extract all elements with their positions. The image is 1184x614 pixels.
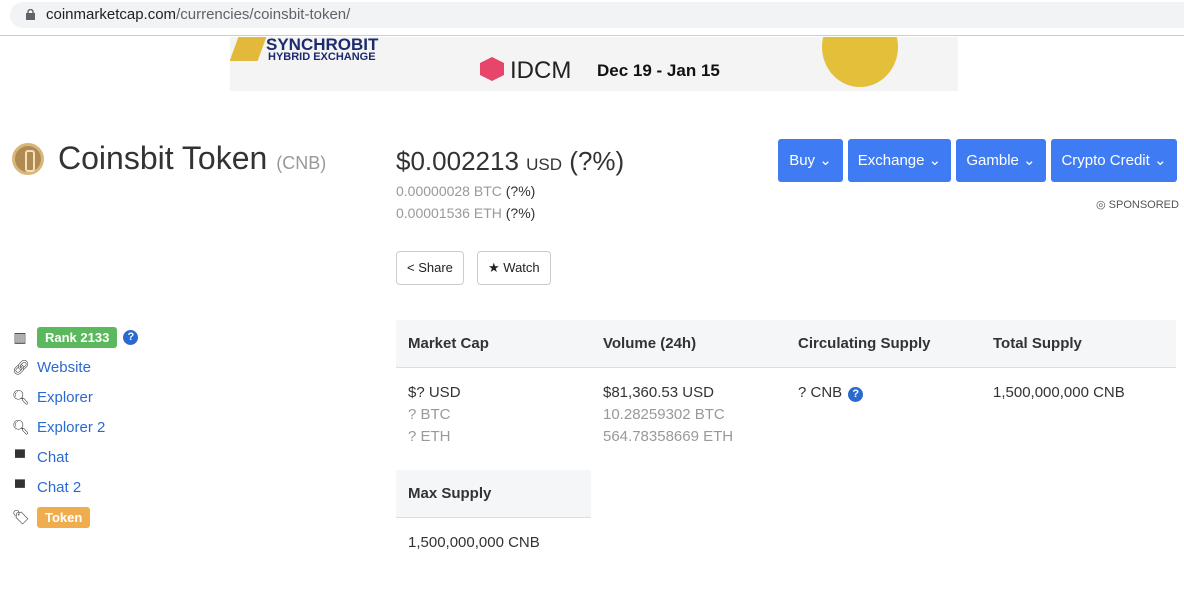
price-btc: 0.00000028 BTC (?%) xyxy=(396,183,536,199)
url-host: coinmarketcap.com xyxy=(46,6,177,23)
idcm-logo: IDCM xyxy=(480,57,571,85)
bar-chart-icon: ▥ xyxy=(13,328,27,345)
header-circulating-supply: Circulating Supply xyxy=(798,335,931,352)
idcm-icon xyxy=(480,57,504,81)
help-icon[interactable]: ? xyxy=(123,329,139,345)
coin-symbol: (CNB) xyxy=(276,153,327,173)
explorer-2-link[interactable]: 🔍︎ Explorer 2 xyxy=(12,418,106,436)
rank-item: ▥ Rank 2133? xyxy=(12,322,139,352)
chat-2-link[interactable]: ▀ Chat 2 xyxy=(12,472,138,502)
browser-address-bar[interactable]: coinmarketcap.com/currencies/coinsbit-to… xyxy=(0,0,1184,36)
volume-value: $81,360.53 USD 10.28259302 BTC 564.7835866… xyxy=(603,384,734,445)
token-tag: 🏷︎ Token xyxy=(12,502,138,532)
total-supply-value: 1,500,000,000 CNB xyxy=(993,384,1125,401)
lock-icon xyxy=(26,9,35,20)
share-button[interactable]: < Share xyxy=(396,251,464,285)
price-eth: 0.00001536 ETH (?%) xyxy=(396,205,536,221)
url-path: /currencies/coinsbit-token/ xyxy=(176,6,351,23)
header-market-cap: Market Cap xyxy=(408,335,489,352)
ad-banner[interactable]: SYNCHROBIT HYBRID EXCHANGE IDCM Dec 19 -… xyxy=(230,37,958,91)
chat-link[interactable]: ▀ Chat xyxy=(12,442,138,472)
rank-badge: Rank 2133 xyxy=(37,326,118,348)
tag-icon: 🏷︎ xyxy=(12,508,30,525)
circulating-value: ? CNB? xyxy=(786,382,981,448)
synchrobit-logo-icon xyxy=(230,37,267,61)
header-volume: Volume (24h) xyxy=(603,335,697,352)
coin-title: Coinsbit Token (CNB) xyxy=(58,140,327,176)
stats-table: Market Cap Volume (24h) Circulating Supp… xyxy=(396,320,1176,448)
chat-icon: ▀ xyxy=(15,479,25,495)
search-icon: 🔍︎ xyxy=(12,418,30,435)
coin-price: $0.002213 USD (?%) xyxy=(396,146,625,176)
max-supply-table: Max Supply 1,500,000,000 CNB xyxy=(396,470,591,554)
market-cap-value: $? USD? BTC? ETH xyxy=(408,384,461,445)
star-icon: ★ xyxy=(488,260,500,275)
banner-brand: SYNCHROBIT xyxy=(266,37,379,54)
max-supply-value: 1,500,000,000 CNB xyxy=(408,534,540,551)
banner-dates: Dec 19 - Jan 15 xyxy=(597,61,720,80)
gamble-button[interactable]: Gamble ⌄ xyxy=(956,139,1046,182)
coin-logo-icon xyxy=(12,143,44,175)
watch-button[interactable]: ★ Watch xyxy=(477,251,551,285)
search-icon: 🔍︎ xyxy=(12,388,30,405)
cmc-icon: ◎ xyxy=(1096,199,1106,211)
help-icon[interactable]: ? xyxy=(848,387,864,402)
coin-image-icon xyxy=(822,37,898,87)
coin-links: ▥ Rank 2133? 🔗︎ Website 🔍︎ Explorer 🔍︎ Explo… xyxy=(12,322,139,532)
banner-brand-sub: HYBRID EXCHANGE xyxy=(268,51,376,63)
header-total-supply: Total Supply xyxy=(993,335,1082,352)
share-icon: < xyxy=(407,260,415,275)
sponsored-label: ◎ SPONSORED xyxy=(1096,199,1179,211)
header-max-supply: Max Supply xyxy=(408,485,492,502)
exchange-button[interactable]: Exchange ⌄ xyxy=(848,139,951,182)
chat-icon: ▀ xyxy=(15,449,25,465)
buy-button[interactable]: Buy ⌄ xyxy=(778,139,843,182)
link-icon: 🔗︎ xyxy=(12,358,30,375)
crypto-credit-button[interactable]: Crypto Credit ⌄ xyxy=(1051,139,1177,182)
website-link[interactable]: 🔗︎ Website xyxy=(12,358,91,376)
explorer-link[interactable]: 🔍︎ Explorer xyxy=(12,388,93,406)
url-field[interactable]: coinmarketcap.com/currencies/coinsbit-to… xyxy=(10,2,1184,28)
